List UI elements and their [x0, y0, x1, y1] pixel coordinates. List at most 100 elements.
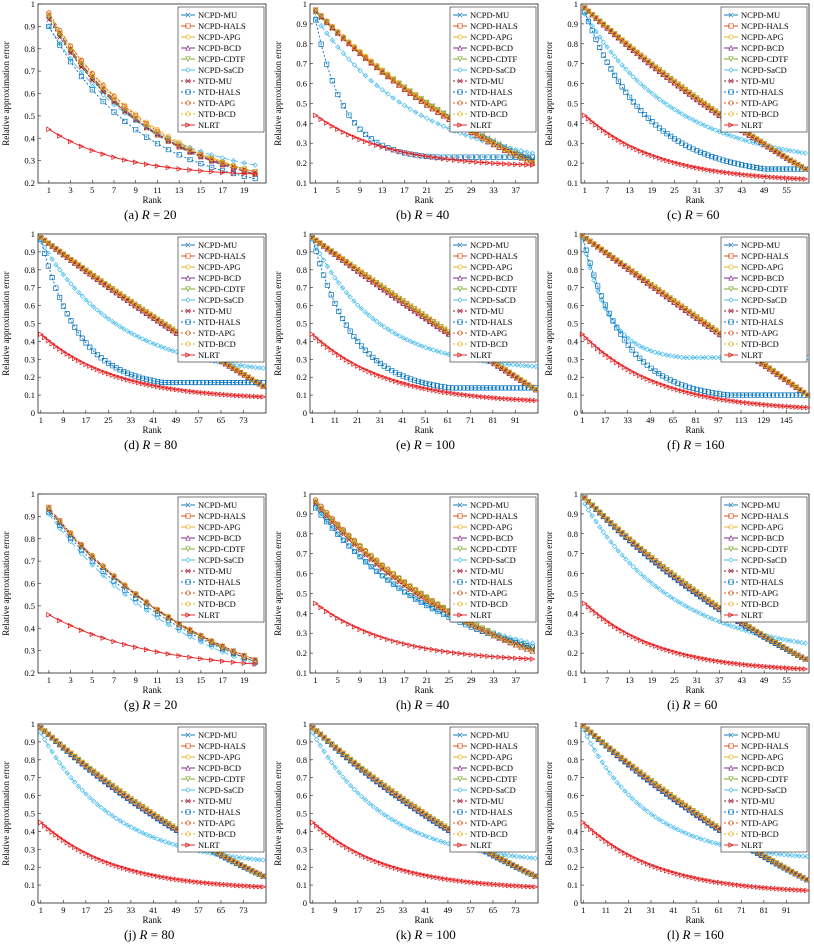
y-tick-label: 0.1: [296, 880, 307, 890]
x-tick-label: 1: [310, 415, 314, 425]
x-tick-label: 41: [149, 905, 158, 915]
x-tick-label: 73: [239, 415, 248, 425]
legend-marker: [728, 67, 734, 73]
y-tick-label: 0.7: [567, 549, 578, 559]
legend-label: NCPD-MU: [198, 730, 237, 740]
x-tick-label: 1: [47, 185, 51, 195]
series-nlrt: [582, 112, 809, 182]
y-tick-label: 0.9: [567, 19, 578, 29]
x-tick-label: 9: [134, 185, 138, 195]
legend-marker: [185, 787, 191, 793]
y-tick-label: 0.8: [24, 44, 35, 54]
y-tick-label: 0.5: [296, 588, 307, 598]
caption-prefix: (d): [124, 437, 143, 452]
y-tick-label: 0.8: [567, 755, 578, 765]
x-tick-label: 91: [511, 415, 520, 425]
legend-label: NTD-APG: [741, 328, 778, 338]
legend-marker: [728, 765, 734, 771]
x-tick-label: 9: [358, 675, 362, 685]
legend-label: NTD-BCD: [741, 599, 779, 609]
caption-value: = 80: [150, 437, 178, 452]
x-tick-label: 31: [693, 185, 702, 195]
chart-svg: 00.10.20.30.40.50.60.70.80.911 11 21 31 41 51…: [273, 229, 539, 435]
legend-label: NCPD-MU: [741, 500, 780, 510]
series-ntd-hals: [309, 235, 539, 391]
caption-value: = 20: [150, 697, 178, 712]
legend-label: NTD-HALS: [198, 87, 241, 97]
legend-label: NCPD-SaCD: [198, 555, 244, 565]
legend-label: NCPD-APG: [198, 32, 241, 42]
legend-box: [177, 236, 265, 363]
legend-marker: [457, 743, 463, 749]
legend-marker: [457, 297, 463, 303]
legend-label: NCPD-BCD: [470, 43, 513, 53]
y-tick-label: 1: [574, 229, 578, 239]
x-tick-label: 57: [194, 415, 203, 425]
legend-marker: [185, 56, 191, 62]
legend-marker: [457, 601, 463, 607]
legend-marker: [728, 502, 734, 508]
legend-box: [449, 726, 537, 853]
legend: NCPD-MUNCPD-HALSNCPD-APGNCPD-BCDNCPD-CDT…: [720, 6, 808, 133]
legend-marker: [457, 264, 463, 270]
legend-label: NCPD-CDTF: [470, 774, 518, 784]
caption-variable: R: [683, 437, 692, 452]
y-tick-label: 0.7: [24, 773, 35, 783]
legend-label: NTD-BCD: [470, 599, 508, 609]
legend-marker: [728, 286, 734, 292]
y-tick-label: 0.5: [567, 98, 578, 108]
series-line: [315, 603, 533, 660]
x-tick-label: 7: [605, 185, 609, 195]
legend-box: [720, 726, 808, 853]
y-tick-label: 1: [303, 719, 307, 729]
x-tick-label: 25: [670, 675, 679, 685]
y-tick-label: 1: [303, 489, 307, 499]
legend-marker: [457, 732, 463, 738]
caption-variable: R: [139, 927, 148, 942]
legend-label: NCPD-APG: [470, 522, 513, 532]
legend-marker: [185, 264, 191, 270]
legend-label: NTD-APG: [741, 818, 778, 828]
legend-marker: [457, 122, 463, 128]
legend-label: NLRT: [198, 120, 220, 130]
x-tick-label: 1: [39, 905, 43, 915]
x-tick-label: 19: [240, 185, 249, 195]
legend: NCPD-MUNCPD-HALSNCPD-APGNCPD-BCDNCPD-CDT…: [449, 726, 537, 853]
x-tick-label: 49: [172, 905, 181, 915]
x-tick-label: 33: [399, 905, 408, 915]
legend-label: NTD-APG: [198, 588, 235, 598]
x-tick-label: 81: [691, 415, 700, 425]
y-tick-label: 0.4: [567, 608, 578, 618]
chart-svg: 0 0.1 0.2 0.3 0.4 0.5 0.6 0.7 0.8 0.9 1 1 17 33 49 65 81…: [544, 229, 811, 435]
legend-label: NCPD-BCD: [470, 763, 513, 773]
legend-label: NCPD-BCD: [470, 273, 513, 283]
series-nlrt: [580, 819, 810, 894]
legend-label: NTD-HALS: [470, 87, 513, 97]
legend-marker: [457, 34, 463, 40]
y-tick-label: 0.6: [567, 569, 578, 579]
y-tick-label: 0.5: [567, 588, 578, 598]
y-tick-label: 0.7: [24, 283, 35, 293]
y-axis-label: Relative approximation error: [273, 761, 283, 865]
legend-marker: [728, 12, 734, 18]
legend-label: NCPD-CDTF: [198, 544, 246, 554]
legend-marker: [457, 12, 463, 18]
caption-prefix: (c): [667, 207, 685, 222]
legend-box: [449, 236, 537, 363]
legend-marker: [728, 275, 734, 281]
legend-label: NTD-BCD: [741, 339, 779, 349]
series-line: [315, 501, 533, 652]
y-tick-label: 1: [574, 489, 578, 499]
legend-box: [177, 726, 265, 853]
legend-label: NLRT: [470, 350, 492, 360]
y-tick-label: 0.2: [567, 158, 578, 168]
x-tick-label: 17: [400, 185, 409, 195]
x-tick-label: 7: [112, 185, 116, 195]
y-tick-label: 0.1: [567, 390, 578, 400]
legend-label: NTD-BCD: [470, 829, 508, 839]
legend-label: NLRT: [741, 610, 763, 620]
chart-svg: 0 0.1 0.2 0.3 0.4 0.5 0.6 0.7 0.8 0.9 1 1 9 17 25 33 41 4…: [1, 719, 267, 925]
legend-marker: [185, 524, 191, 530]
series-ntd-hals: [46, 23, 258, 182]
y-tick-label: 0.2: [296, 648, 307, 658]
